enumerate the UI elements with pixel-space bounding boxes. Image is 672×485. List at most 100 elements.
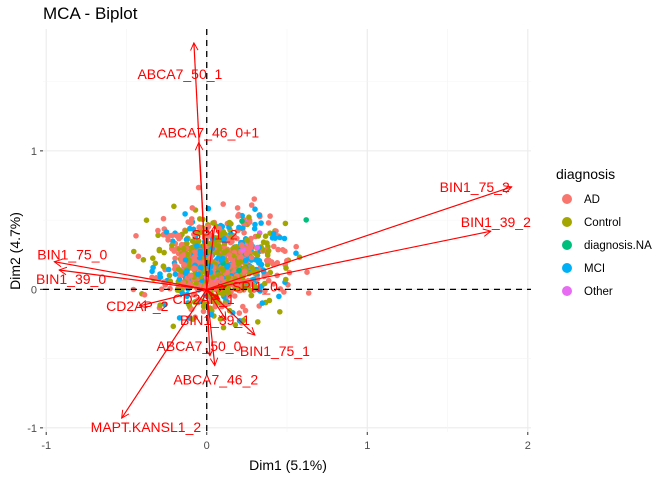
individual-point (258, 220, 264, 226)
individual-point (265, 277, 272, 284)
individual-point (175, 266, 182, 273)
individual-point (220, 324, 227, 331)
individual-point (248, 241, 254, 248)
individual-point (205, 233, 211, 240)
individual-point (271, 230, 277, 237)
individual-point (195, 184, 202, 191)
individual-point (244, 237, 250, 243)
individual-point (162, 301, 168, 308)
legend-label: Other (584, 286, 613, 298)
variable-label: CD2AP_2 (106, 298, 168, 314)
individual-point (276, 293, 282, 300)
individual-point (293, 250, 299, 256)
individual-point (169, 242, 175, 249)
individual-point (224, 264, 230, 270)
x-tick-label: -1 (41, 440, 51, 452)
individual-point (189, 216, 195, 222)
individual-point (172, 271, 179, 278)
individual-point (178, 257, 185, 264)
y-tick-label: 1 (31, 146, 37, 158)
individual-point (172, 262, 178, 269)
individual-point (246, 219, 253, 225)
individual-point (265, 220, 272, 226)
individual-point (149, 268, 155, 275)
individual-point (271, 243, 277, 250)
individual-point (157, 274, 164, 281)
individual-point (258, 261, 265, 268)
variable-arrow (206, 289, 226, 319)
individual-point (185, 261, 192, 268)
legend-label: MCI (584, 263, 605, 275)
variable-label: BIN1_39_1 (180, 312, 250, 328)
individual-point (190, 316, 196, 323)
individual-point (234, 205, 241, 211)
individual-point (215, 237, 222, 243)
individual-point (209, 281, 215, 288)
individual-point (235, 213, 241, 219)
grid (43, 29, 531, 432)
individual-point (161, 249, 167, 256)
legend-key (562, 263, 572, 273)
individual-point (226, 219, 233, 226)
chart-title: MCA - Biplot (43, 4, 138, 23)
variable-label: ABCA7_46_2 (173, 372, 258, 388)
variable-arrow (207, 289, 210, 355)
individual-point (250, 267, 257, 274)
individual-point (248, 281, 255, 288)
individual-point (216, 245, 223, 252)
y-axis-label: Dim2 (4.7%) (7, 212, 23, 290)
variable-label: MAPT.KANSL1_2 (91, 419, 202, 435)
individual-point (166, 272, 173, 279)
individual-point (221, 249, 227, 256)
individual-point (155, 232, 161, 239)
individual-point (251, 196, 258, 202)
zero-lines (43, 29, 531, 432)
legend-key (562, 286, 572, 296)
individual-point (174, 287, 181, 293)
individual-point (162, 282, 168, 288)
individual-point (226, 238, 233, 244)
individual-point (169, 232, 176, 239)
individual-point (239, 243, 245, 249)
variable-label: BIN1_75_0 (37, 247, 107, 263)
individual-point (210, 220, 216, 226)
individual-point (251, 225, 258, 232)
individual-point (189, 244, 195, 251)
individual-point (184, 251, 191, 258)
individual-point (181, 262, 188, 268)
variable-arrow (206, 226, 215, 290)
individual-point (262, 233, 269, 239)
individual-point (135, 253, 142, 260)
individual-point (218, 257, 224, 263)
individual-point (265, 248, 272, 254)
legend-label: AD (584, 194, 600, 206)
individual-point (189, 205, 196, 211)
individual-point (152, 260, 159, 267)
y-tick-label: -1 (27, 423, 37, 435)
individual-point (303, 217, 310, 223)
individual-point (217, 231, 224, 238)
variable-arrow (206, 231, 491, 290)
individual-point (259, 300, 266, 306)
individual-point (186, 301, 192, 308)
variable-arrow (206, 288, 255, 335)
individual-point (241, 268, 248, 275)
individual-point (206, 248, 212, 255)
individual-point (236, 267, 242, 274)
legend-title: diagnosis (556, 166, 615, 182)
individual-point (141, 292, 148, 298)
individual-point (170, 323, 177, 330)
individual-point (215, 272, 221, 278)
individual-point (143, 217, 150, 223)
variable-arrow (54, 262, 207, 290)
x-tick-label: 2 (525, 440, 531, 452)
individual-point (187, 272, 194, 279)
individual-point (256, 212, 263, 218)
legend-label: Control (584, 217, 621, 229)
individual-point (234, 235, 240, 242)
individual-point (195, 271, 201, 277)
legend-key (562, 217, 572, 227)
individual-point (282, 220, 289, 227)
x-axis-label: Dim1 (5.1%) (249, 457, 327, 473)
